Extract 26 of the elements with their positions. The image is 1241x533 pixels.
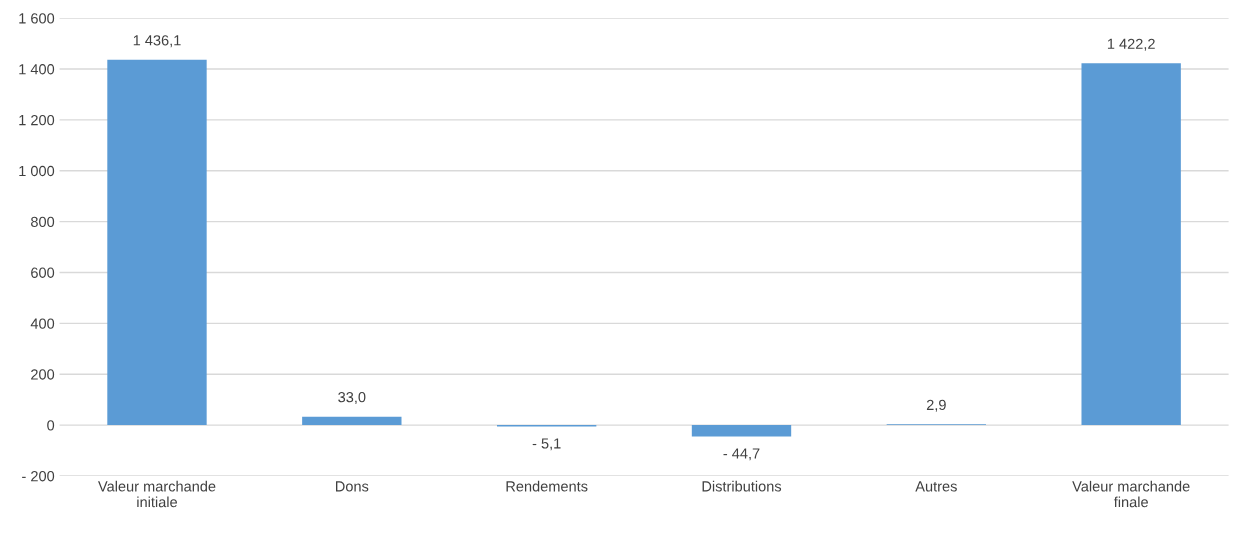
y-tick-label: 600 (31, 267, 55, 278)
bar (107, 59, 207, 426)
x-tick-label: Valeur marchande initiale (98, 480, 216, 508)
y-tick-label: 200 (31, 369, 55, 380)
y-tick-label: - 200 (22, 471, 55, 482)
data-label: 2,9 (926, 399, 946, 412)
data-label: 33,0 (338, 392, 366, 405)
y-tick-label: 1 200 (19, 114, 55, 126)
x-tick-label: Valeur marchande finale (1072, 480, 1190, 508)
x-tick-label: Distributions (702, 480, 782, 492)
y-tick-label: 1 000 (19, 165, 55, 177)
x-tick-label: Rendements (506, 480, 588, 492)
data-label: 1 436,1 (133, 35, 181, 48)
data-label: - 44,7 (723, 448, 760, 461)
bar (1081, 63, 1181, 426)
data-label: - 5,1 (532, 438, 561, 451)
y-tick-label: 400 (30, 318, 55, 329)
x-tick-label: Dons (336, 481, 369, 492)
bar (691, 425, 792, 437)
data-label: 1 422,2 (1107, 38, 1155, 51)
y-tick-label: 800 (31, 216, 55, 228)
y-tick-label: 1 400 (19, 64, 55, 75)
y-tick-label: 1 600 (19, 13, 55, 24)
x-tick-label: Autres (915, 481, 957, 492)
y-tick-label: 0 (47, 420, 55, 431)
bar (302, 416, 402, 426)
